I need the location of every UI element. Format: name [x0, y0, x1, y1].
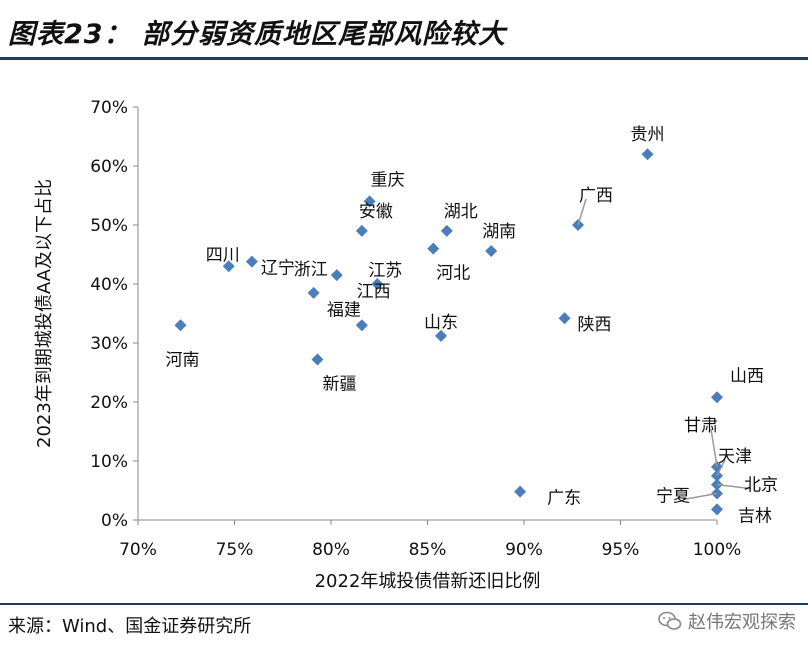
data-point — [711, 391, 723, 404]
data-point — [427, 242, 440, 255]
scatter-chart: 0% 10% 20% 30% 40% 50% 60% 70% 70% 75% 80% 85% 90% 95… — [34, 98, 778, 592]
data-point — [311, 353, 324, 366]
y-tick-label: 0% — [101, 511, 128, 531]
data-point — [245, 255, 258, 268]
point-label: 山东 — [424, 313, 458, 333]
y-tick-label: 30% — [90, 334, 128, 354]
data-point — [222, 260, 235, 273]
watermark: 赵伟宏观探索 — [658, 608, 796, 634]
data-point — [558, 312, 571, 325]
point-label: 山西 — [730, 366, 764, 386]
point-label: 辽宁 — [261, 259, 295, 279]
y-tick-label: 10% — [90, 452, 128, 472]
watermark-text: 赵伟宏观探索 — [688, 612, 796, 633]
data-point — [440, 224, 453, 237]
leader-line — [710, 428, 718, 468]
point-label: 浙江 — [294, 260, 328, 280]
point-label: 广西 — [579, 186, 613, 206]
point-label: 新疆 — [322, 375, 356, 395]
point-label: 甘肃 — [684, 416, 718, 436]
wechat-icon — [658, 611, 682, 630]
data-point — [514, 485, 527, 498]
leader-line — [716, 459, 726, 477]
point-label: 陕西 — [578, 315, 612, 335]
point-label: 湖北 — [444, 202, 478, 222]
point-label: 吉林 — [738, 506, 772, 526]
point-label: 江西 — [357, 282, 391, 302]
data-point — [371, 278, 384, 290]
x-tick-label: 85% — [409, 540, 447, 560]
x-tick-label: 95% — [602, 540, 640, 560]
leader-line — [682, 492, 718, 501]
y-tick-label: 20% — [90, 393, 128, 413]
point-label: 宁夏 — [656, 486, 690, 506]
data-point — [307, 286, 320, 299]
chart-axes: 0% 10% 20% 30% 40% 50% 60% 70% 70% 75% 80% 85% 90% 95… — [90, 98, 741, 560]
y-axis-title: 2023年到期城投债AA及以下占比 — [34, 179, 55, 448]
x-tick-label: 70% — [119, 540, 157, 560]
x-tick-label: 90% — [505, 540, 543, 560]
y-tick-label: 40% — [90, 275, 128, 295]
point-label: 天津 — [718, 447, 752, 467]
point-label: 重庆 — [371, 170, 405, 190]
point-label: 广东 — [547, 489, 581, 509]
leader-line — [716, 483, 752, 490]
point-label: 贵州 — [631, 125, 665, 145]
data-point — [355, 224, 368, 237]
source-note: 来源：Wind、国金证券研究所 — [8, 616, 252, 637]
data-point — [641, 148, 654, 161]
source-divider — [0, 603, 808, 605]
title-bar: 图表23： 部分弱资质地区尾部风险较大 — [0, 0, 808, 60]
title-divider — [0, 57, 808, 60]
data-point — [174, 319, 187, 332]
point-label: 河南 — [165, 350, 199, 370]
point-label: 湖南 — [482, 222, 516, 242]
data-point — [711, 503, 723, 516]
leader-line — [577, 198, 587, 226]
data-point — [435, 329, 448, 342]
x-axis-title: 2022年城投债借新还旧比例 — [315, 571, 541, 592]
x-tick-label: 75% — [216, 540, 254, 560]
data-point — [355, 319, 368, 332]
y-tick-label: 70% — [90, 98, 128, 118]
x-tick-label: 100% — [693, 540, 742, 560]
point-label: 安徽 — [359, 202, 393, 222]
point-label: 北京 — [744, 476, 778, 496]
page-title: 图表23： 部分弱资质地区尾部风险较大 — [8, 19, 506, 50]
data-point — [485, 244, 498, 257]
point-label: 江苏 — [368, 261, 402, 281]
data-point — [330, 269, 343, 282]
y-tick-label: 60% — [90, 157, 128, 177]
point-label: 四川 — [206, 245, 240, 265]
y-tick-label: 50% — [90, 216, 128, 236]
data-point — [363, 195, 376, 208]
x-tick-label: 80% — [312, 540, 350, 560]
point-label: 福建 — [327, 300, 361, 320]
point-label: 河北 — [436, 264, 470, 284]
